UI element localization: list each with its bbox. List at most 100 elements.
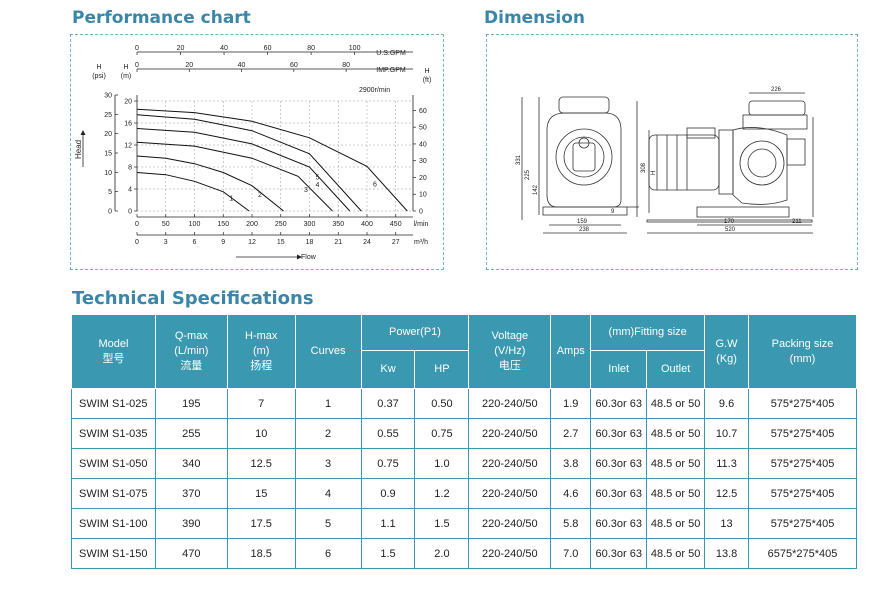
x-tick-label-m3h: 12 [248, 239, 256, 246]
head-arrow-head [80, 130, 86, 135]
table-cell: 1.5 [360, 538, 416, 569]
col-packing-header: Packing size (mm) [748, 314, 857, 389]
m-axis-label: H [123, 64, 128, 71]
table-cell: 0.37 [360, 388, 416, 419]
table-cell: 0.75 [414, 418, 470, 449]
curve-label-6: 6 [373, 181, 377, 188]
curve-6 [136, 108, 408, 212]
x-tick-label-m3h: 21 [334, 239, 342, 246]
table-cell: 48.5 or 50 [646, 538, 706, 569]
x-tick-label-lmin: 0 [135, 221, 139, 228]
specifications-table: Model 型号 Q-max (L/min) 流量 H-max (m) 扬程 Curves… [71, 314, 857, 569]
table-cell: 5 [294, 508, 362, 539]
table-cell: 220-240/50 [468, 418, 552, 449]
x-tick-label-usgpm: 20 [177, 45, 185, 52]
table-cell: 3 [294, 448, 362, 479]
table-cell: 370 [154, 478, 228, 509]
x-tick-label-usgpm: 40 [220, 45, 228, 52]
col-model-header: Model 型号 [71, 314, 156, 389]
col-voltage-header: Voltage (V/Hz) 电压 [468, 314, 552, 389]
table-cell: 7.0 [550, 538, 592, 569]
m3h-unit: m³/h [414, 239, 428, 246]
y-tick-label-psi: 15 [104, 150, 112, 157]
lmin-unit: l/min [414, 221, 429, 228]
y-tick-label-m: 0 [128, 209, 132, 216]
table-cell: 2.7 [550, 418, 592, 449]
curve-1 [136, 172, 250, 212]
x-tick-label-impgpm: 60 [290, 62, 298, 69]
dimension-drawing: 331 225 142 159 238 9 226 308 H 170 211 … [516, 87, 814, 234]
table-cell: SWIM S1-035 [71, 418, 156, 449]
table-cell: 48.5 or 50 [646, 418, 706, 449]
dim-9: 9 [611, 209, 615, 215]
col-qmax-header: Q-max (L/min) 流量 [154, 314, 228, 389]
col-fitting-header: (mm)Fitting size [590, 314, 706, 351]
x-tick-label-m3h: 15 [277, 239, 285, 246]
table-cell: 4 [294, 478, 362, 509]
dim-142: 142 [533, 184, 539, 195]
table-cell: 5.8 [550, 508, 592, 539]
dim-308: 308 [641, 162, 647, 173]
table-cell: 48.5 or 50 [646, 448, 706, 479]
table-cell: 12.5 [704, 478, 750, 509]
table-cell: SWIM S1-050 [71, 448, 156, 479]
y-tick-label-ft: 30 [419, 158, 427, 165]
y-tick-label-m: 16 [124, 121, 132, 128]
performance-chart-title: Performance chart [72, 8, 251, 28]
x-tick-label-usgpm: 60 [264, 45, 272, 52]
curve-label-5: 5 [316, 175, 320, 182]
pump-front-view [521, 96, 639, 220]
x-tick-label-m3h: 18 [306, 239, 314, 246]
y-tick-label-ft: 40 [419, 141, 427, 148]
table-cell: 1.1 [360, 508, 416, 539]
x-tick-label-usgpm: 80 [307, 45, 315, 52]
y-tick-label-psi: 30 [104, 92, 112, 99]
ft-axis-label: H [424, 68, 429, 75]
y-axis-title: Head [74, 140, 83, 159]
table-cell: SWIM S1-100 [71, 508, 156, 539]
x-tick-label-lmin: 250 [275, 221, 287, 228]
table-cell: 10 [226, 418, 296, 449]
table-cell: 575*275*405 [748, 508, 857, 539]
curve-2 [136, 155, 284, 212]
performance-chart: 0481216200510152025300102030405060H(psi)… [74, 45, 431, 261]
dim-211: 211 [792, 219, 802, 225]
x-tick-label-m3h: 6 [193, 239, 197, 246]
table-row: SWIM S1-050 340 12.5 3 0.75 1.0 220-240/50 3.8 6… [71, 448, 857, 479]
table-cell: 6 [294, 538, 362, 569]
dim-331: 331 [516, 154, 522, 165]
dim-170: 170 [724, 219, 735, 225]
table-cell: 10.7 [704, 418, 750, 449]
y-tick-label-ft: 50 [419, 125, 427, 132]
table-cell: 60.3or 63 [590, 418, 648, 449]
table-cell: SWIM S1-025 [71, 388, 156, 419]
table-cell: 220-240/50 [468, 508, 552, 539]
table-cell: 13.8 [704, 538, 750, 569]
x-tick-label-usgpm: 0 [135, 45, 139, 52]
curve-label-1: 1 [229, 195, 233, 202]
x-tick-label-lmin: 100 [189, 221, 201, 228]
table-row: SWIM S1-025 195 7 1 0.37 0.50 220-240/50 1.9 60.… [71, 388, 857, 419]
dim-238: 238 [579, 227, 590, 233]
x-tick-label-lmin: 450 [390, 221, 402, 228]
usgpm-unit: U.S.GPM [376, 50, 406, 57]
x-tick-label-impgpm: 0 [135, 62, 139, 69]
table-cell: 2 [294, 418, 362, 449]
y-tick-label-m: 4 [128, 187, 132, 194]
y-tick-label-ft: 0 [419, 209, 423, 216]
table-cell: 60.3or 63 [590, 538, 648, 569]
curve-label-3: 3 [304, 187, 308, 194]
flow-arrow-head [297, 254, 302, 260]
y-tick-label-m: 8 [128, 165, 132, 172]
table-cell: 575*275*405 [748, 478, 857, 509]
col-power-header: Power(P1) [360, 314, 470, 351]
col-kw-header: Kw [360, 350, 416, 389]
col-curves-header: Curves [294, 314, 362, 389]
curve-3 [136, 141, 333, 212]
table-cell: 220-240/50 [468, 448, 552, 479]
dim-520: 520 [725, 227, 736, 233]
dim-225: 225 [525, 169, 531, 180]
table-cell: 60.3or 63 [590, 448, 648, 479]
x-tick-label-lmin: 50 [162, 221, 170, 228]
table-cell: SWIM S1-150 [71, 538, 156, 569]
